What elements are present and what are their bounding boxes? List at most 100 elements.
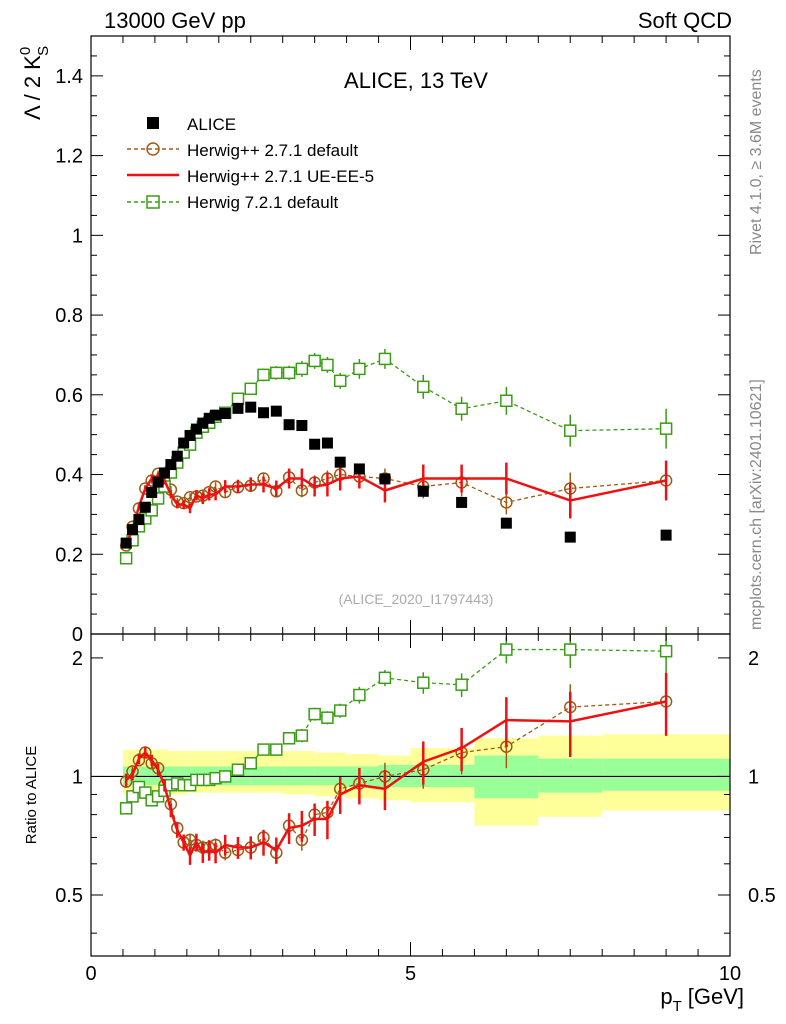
- legend: ALICE Herwig++ 2.7.1 default Herwig++ 2.…: [127, 115, 374, 212]
- alice-data-point: [146, 486, 158, 498]
- x-axis-label: pT [GeV]: [660, 984, 744, 1015]
- legend-entry-herwig7: Herwig 7.2.1 default: [127, 193, 338, 212]
- herwig7-point: [500, 394, 513, 408]
- alice-data-point: [178, 437, 190, 449]
- ratio-herwig7-point: [321, 711, 334, 724]
- ratio-ytick-label-right: 1: [748, 766, 759, 788]
- alice-data-point: [321, 437, 333, 449]
- alice-data-point: [296, 419, 308, 431]
- mcplots-label: mcplots.cern.ch [arXiv:2401.10621]: [748, 379, 765, 630]
- y-axis-label-text: Λ / 2 K: [20, 55, 45, 120]
- alice-data-point: [283, 419, 295, 431]
- herwig7-point: [333, 374, 347, 388]
- alice-data-point: [165, 459, 177, 471]
- alice-data-point: [379, 473, 391, 485]
- herwig7-point: [270, 366, 283, 380]
- legend-label-alice: ALICE: [187, 115, 236, 134]
- ratio-ytick-label-left: 1: [72, 766, 83, 788]
- top-ytick-label: 1: [72, 225, 83, 247]
- top-ytick-label: 1.2: [55, 146, 83, 168]
- alice-data-point: [564, 531, 576, 543]
- ratio-herwig7-point: [139, 786, 152, 799]
- header-left: 13000 GeV pp: [104, 8, 246, 33]
- herwig7-point: [455, 402, 468, 416]
- ratio-herwig7-point: [500, 643, 513, 656]
- x-tick-label: 0: [85, 963, 96, 985]
- herwig7-point: [244, 382, 257, 396]
- ratio-herwig7-point: [659, 644, 673, 658]
- legend-marker-herwigpp-default: [146, 142, 160, 156]
- alice-data-point: [120, 537, 132, 549]
- legend-entry-alice: ALICE: [147, 115, 236, 134]
- top-ytick-label: 0.8: [55, 305, 83, 327]
- x-axis-label-unit: [GeV]: [688, 984, 744, 1009]
- alice-data-point: [197, 417, 209, 429]
- top-ytick-label: 1.4: [55, 66, 83, 88]
- herwig7-point: [295, 362, 309, 376]
- ratio-y-axis-label: Ratio to ALICE: [23, 746, 40, 844]
- herwig7-point: [119, 552, 133, 565]
- ratio-herwig7-point: [378, 671, 392, 685]
- alice-data-point: [152, 476, 164, 488]
- herwig7-point: [564, 424, 577, 437]
- alice-data-point: [500, 517, 512, 529]
- alice-data-point: [219, 408, 231, 420]
- herwig7-point: [321, 358, 334, 372]
- herwig7-point: [378, 352, 392, 366]
- main-y-axis-label: Λ / 2 K0S: [17, 46, 52, 120]
- header-right: Soft QCD: [638, 8, 732, 33]
- ratio-herwigpp-default-point: [139, 746, 152, 759]
- ratio-ytick-label-left: 0.5: [55, 885, 83, 907]
- top-ytick-label: 0.6: [55, 385, 83, 407]
- alice-data-point: [353, 463, 365, 475]
- x-tick-label: 5: [405, 963, 416, 985]
- analysis-watermark: (ALICE_2020_I1797443): [339, 591, 494, 607]
- legend-label-herwigpp-ueee5: Herwig++ 2.7.1 UE-EE-5: [187, 167, 374, 186]
- x-tick-label: 10: [719, 963, 741, 985]
- alice-data-point: [245, 401, 257, 413]
- x-axis-label-sub: T: [673, 998, 682, 1015]
- top-ytick-label: 0.4: [55, 465, 83, 487]
- ratio-plot-panel: 0.5 0.5 1 1 2 2 0 5 10 Ratio to ALICE pT [GeV]: [23, 630, 776, 1015]
- alice-data-point: [660, 529, 672, 541]
- herwig7-point: [231, 392, 245, 406]
- herwig7-point: [659, 422, 673, 435]
- herwig7-point: [151, 492, 165, 505]
- plot-title: ALICE, 13 TeV: [344, 68, 488, 93]
- legend-entry-herwigpp-default: Herwig++ 2.7.1 default: [127, 141, 358, 160]
- alice-data-point: [456, 496, 468, 508]
- ratio-herwig7-point: [231, 763, 245, 776]
- ratio-herwig7-point: [295, 729, 309, 742]
- ratio-herwig7-point: [282, 732, 296, 745]
- alice-data-point: [184, 429, 196, 441]
- legend-label-herwig7: Herwig 7.2.1 default: [187, 193, 338, 212]
- alice-data-point: [258, 407, 270, 419]
- ratio-herwig7-point: [119, 802, 133, 815]
- herwig7-point: [282, 366, 296, 380]
- herwigpp-default-line: [125, 472, 667, 546]
- alice-data-point: [127, 524, 139, 536]
- alice-data-point: [171, 450, 183, 462]
- alice-data-point: [210, 409, 222, 421]
- herwigpp-default-point: [500, 496, 513, 509]
- alice-data-point: [309, 438, 321, 450]
- herwig7-point: [417, 380, 430, 394]
- top-ytick-label: 0.2: [55, 544, 83, 566]
- herwig7-point: [353, 362, 366, 376]
- top-ytick-label: 0: [72, 624, 83, 646]
- ratio-herwig7-point: [244, 757, 257, 770]
- uncertainty-band-inner: [538, 758, 603, 793]
- ratio-herwig7-point: [218, 770, 232, 783]
- ratio-herwig7-point: [308, 707, 321, 721]
- alice-data-point: [417, 485, 429, 497]
- x-axis-label-p: p: [660, 984, 672, 1009]
- alice-data-point: [203, 412, 215, 424]
- legend-label-herwigpp-default: Herwig++ 2.7.1 default: [187, 141, 358, 160]
- alice-data-point: [270, 405, 282, 417]
- ratio-herwig7-point: [455, 678, 468, 691]
- alice-data-point: [133, 514, 145, 526]
- ratio-herwig7-point: [353, 688, 366, 702]
- herwig7-point: [308, 354, 321, 368]
- ratio-ytick-label-right: 2: [748, 648, 759, 670]
